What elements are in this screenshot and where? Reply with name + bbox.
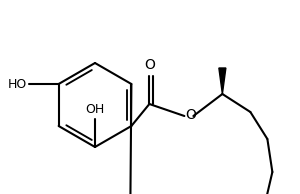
Text: HO: HO: [8, 77, 27, 90]
Text: OH: OH: [85, 103, 105, 116]
Polygon shape: [219, 68, 226, 94]
Text: O: O: [185, 108, 196, 122]
Text: O: O: [144, 58, 155, 72]
